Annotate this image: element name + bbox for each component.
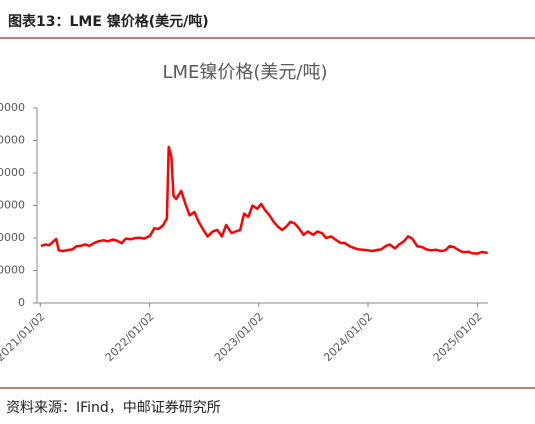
x-tick-label: 2025/01/02 — [431, 310, 485, 364]
x-tick-label: 2021/01/02 — [0, 310, 48, 364]
chart-title: LME镍价格(美元/吨) — [162, 62, 327, 83]
price-line — [40, 145, 488, 255]
x-tick-label: 2024/01/02 — [321, 310, 375, 364]
y-tick-label: 50000 — [0, 134, 25, 147]
figure-title: 图表13：LME 镍价格(美元/吨) — [8, 13, 209, 30]
plot: 0 10000 20000 30000 40000 50000 60000 2021/01/0… — [0, 101, 488, 364]
source-note: 资料来源：IFind，中邮证券研究所 — [6, 400, 221, 416]
y-tick-label: 40000 — [0, 166, 25, 179]
x-tick-label: 2023/01/02 — [212, 310, 266, 364]
y-tick-label: 0 — [18, 296, 25, 309]
y-tick-label: 30000 — [0, 199, 25, 212]
y-tick-label: 10000 — [0, 264, 25, 277]
x-tick-label: 2022/01/02 — [103, 310, 157, 364]
y-tick-label: 60000 — [0, 101, 25, 114]
y-tick-label: 20000 — [0, 231, 25, 244]
